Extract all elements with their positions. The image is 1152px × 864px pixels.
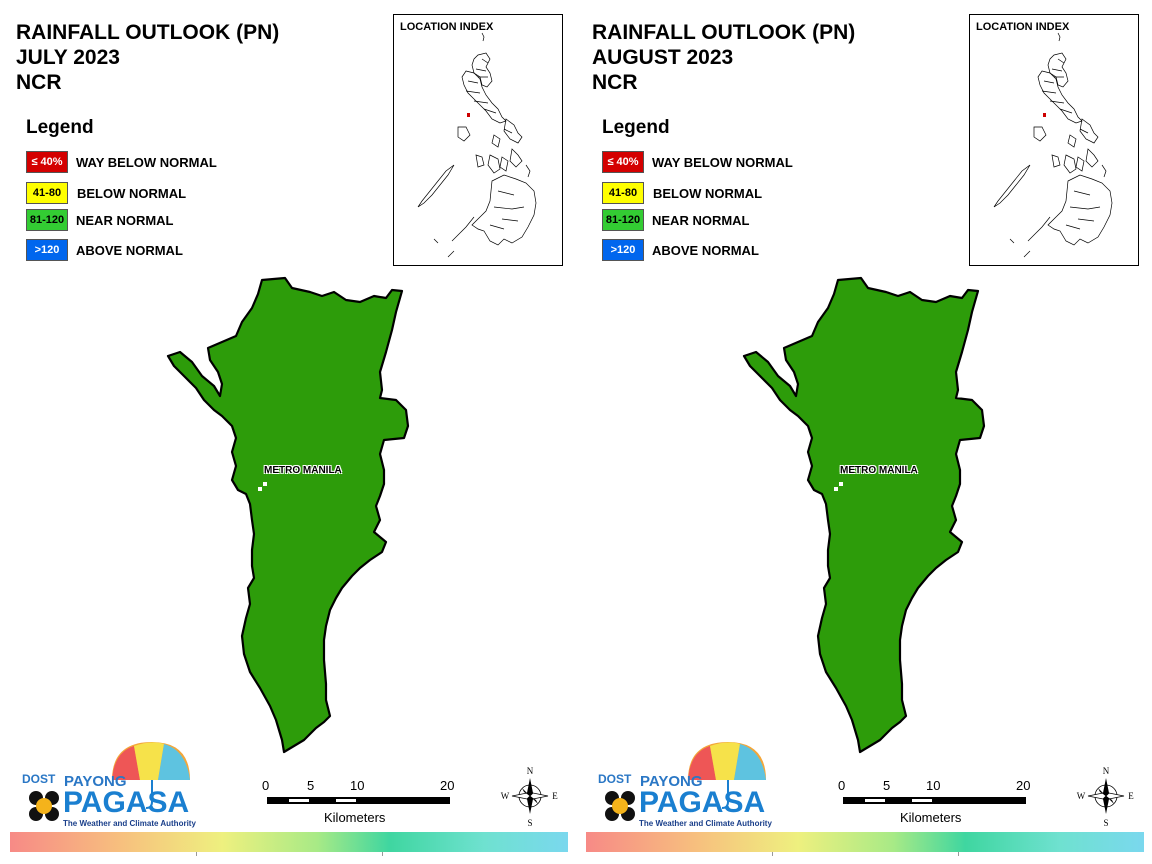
map-title: RAINFALL OUTLOOK (PN) AUGUST 2023 NCR <box>592 20 855 95</box>
legend-item-below-normal: 41-80 BELOW NORMAL <box>26 182 266 204</box>
dost-wordmark: DOST <box>598 772 632 786</box>
logo-tagline: The Weather and Climate Authority <box>639 819 772 828</box>
legend-item-above-normal: >120 ABOVE NORMAL <box>602 239 842 261</box>
outlook-panel-july: RAINFALL OUTLOOK (PN) JULY 2023 NCR Lege… <box>10 14 568 856</box>
scale-tick-label: 5 <box>307 778 315 793</box>
map-point-marker <box>258 487 262 491</box>
scale-bar-graphic <box>267 797 450 804</box>
pagasa-umbrella-icon <box>29 742 190 821</box>
legend-label: NEAR NORMAL <box>76 213 174 228</box>
pagasa-wordmark: PAGASA <box>63 786 190 819</box>
title-line-2: JULY 2023 <box>16 46 120 69</box>
logo-tagline: The Weather and Climate Authority <box>63 819 196 828</box>
payong-pagasa-logo: DOST PAYONG PAGASA The Weather and Clima… <box>16 740 206 832</box>
map-point-marker <box>839 482 843 486</box>
location-index-inset: LOCATION INDEX <box>969 14 1139 266</box>
map-point-marker <box>834 487 838 491</box>
scale-tick-label: 0 <box>262 778 270 793</box>
title-line-1: RAINFALL OUTLOOK (PN) <box>592 21 856 44</box>
compass-e: E <box>552 791 558 801</box>
legend-item-way-below-normal: ≤ 40% WAY BELOW NORMAL <box>602 151 842 173</box>
pagasa-umbrella-icon <box>605 742 766 821</box>
scale-tick-label: 10 <box>926 778 941 793</box>
legend-title: Legend <box>602 117 670 138</box>
ncr-region-shape <box>742 276 986 754</box>
legend-swatch: 41-80 <box>602 182 644 204</box>
compass-e: E <box>1128 791 1134 801</box>
ncr-region-map <box>742 276 986 754</box>
dost-wordmark: DOST <box>22 772 56 786</box>
compass-s: S <box>527 818 532 828</box>
location-index-title: LOCATION INDEX <box>400 21 494 33</box>
scale-tick-label: 0 <box>838 778 846 793</box>
compass-w: W <box>1077 791 1086 801</box>
location-index-inset: LOCATION INDEX <box>393 14 563 266</box>
legend-swatch: ≤ 40% <box>26 151 68 173</box>
north-arrow-compass: N S W E <box>1076 764 1136 828</box>
compass-n: N <box>1103 766 1110 776</box>
philippines-outline-map <box>417 32 537 258</box>
title-line-2: AUGUST 2023 <box>592 46 734 69</box>
legend-label: WAY BELOW NORMAL <box>76 155 217 170</box>
legend-item-way-below-normal: ≤ 40% WAY BELOW NORMAL <box>26 151 266 173</box>
footer-color-bar <box>586 832 1144 856</box>
metro-manila-label: METRO MANILA <box>264 465 342 476</box>
compass-rose-icon: N S W E <box>501 766 559 828</box>
legend-label: BELOW NORMAL <box>653 186 763 201</box>
pagasa-wordmark: PAGASA <box>639 786 766 819</box>
scale-tick-label: 5 <box>883 778 891 793</box>
legend-swatch: >120 <box>602 239 644 261</box>
title-line-1: RAINFALL OUTLOOK (PN) <box>16 21 280 44</box>
scale-bar-graphic <box>843 797 1026 804</box>
legend-item-above-normal: >120 ABOVE NORMAL <box>26 239 266 261</box>
north-arrow-compass: N S W E <box>500 764 560 828</box>
legend-swatch: 41-80 <box>26 182 68 204</box>
scale-tick-label: 10 <box>350 778 365 793</box>
legend-label: BELOW NORMAL <box>77 186 187 201</box>
compass-s: S <box>1103 818 1108 828</box>
metro-manila-label: METRO MANILA <box>840 465 918 476</box>
compass-w: W <box>501 791 510 801</box>
footer-tick <box>382 852 383 856</box>
scale-tick-label: 20 <box>1016 778 1031 793</box>
ncr-region-map <box>166 276 410 754</box>
legend-item-near-normal: 81-120 NEAR NORMAL <box>26 209 266 231</box>
payong-wordmark: PAYONG <box>64 773 127 790</box>
legend-label: NEAR NORMAL <box>652 213 750 228</box>
legend-label: ABOVE NORMAL <box>652 243 759 258</box>
ncr-highlight-marker <box>1043 113 1046 117</box>
payong-pagasa-logo: DOST PAYONG PAGASA The Weather and Clima… <box>592 740 782 832</box>
payong-wordmark: PAYONG <box>640 773 703 790</box>
footer-tick <box>958 852 959 856</box>
legend-swatch: 81-120 <box>602 209 644 231</box>
map-title: RAINFALL OUTLOOK (PN) JULY 2023 NCR <box>16 20 279 95</box>
legend-swatch: >120 <box>26 239 68 261</box>
scale-bar: 0 5 10 20 Kilometers <box>262 778 462 828</box>
footer-tick <box>196 852 197 856</box>
scale-tick-label: 20 <box>440 778 455 793</box>
legend-label: WAY BELOW NORMAL <box>652 155 793 170</box>
legend-title: Legend <box>26 117 94 138</box>
compass-rose-icon: N S W E <box>1077 766 1135 828</box>
ncr-highlight-marker <box>467 113 470 117</box>
compass-n: N <box>527 766 534 776</box>
legend-swatch: 81-120 <box>26 209 68 231</box>
footer-tick <box>772 852 773 856</box>
location-index-title: LOCATION INDEX <box>976 21 1070 33</box>
scale-bar: 0 5 10 20 Kilometers <box>838 778 1038 828</box>
legend-swatch: ≤ 40% <box>602 151 644 173</box>
title-line-3: NCR <box>16 71 62 94</box>
legend-label: ABOVE NORMAL <box>76 243 183 258</box>
footer-color-bar <box>10 832 568 856</box>
map-point-marker <box>263 482 267 486</box>
legend-item-near-normal: 81-120 NEAR NORMAL <box>602 209 842 231</box>
title-line-3: NCR <box>592 71 638 94</box>
outlook-panel-august: RAINFALL OUTLOOK (PN) AUGUST 2023 NCR Le… <box>576 0 1152 864</box>
legend-item-below-normal: 41-80 BELOW NORMAL <box>602 182 842 204</box>
ncr-region-shape <box>166 276 410 754</box>
scale-unit-label: Kilometers <box>900 810 962 825</box>
scale-unit-label: Kilometers <box>324 810 386 825</box>
philippines-outline-map <box>993 32 1113 258</box>
